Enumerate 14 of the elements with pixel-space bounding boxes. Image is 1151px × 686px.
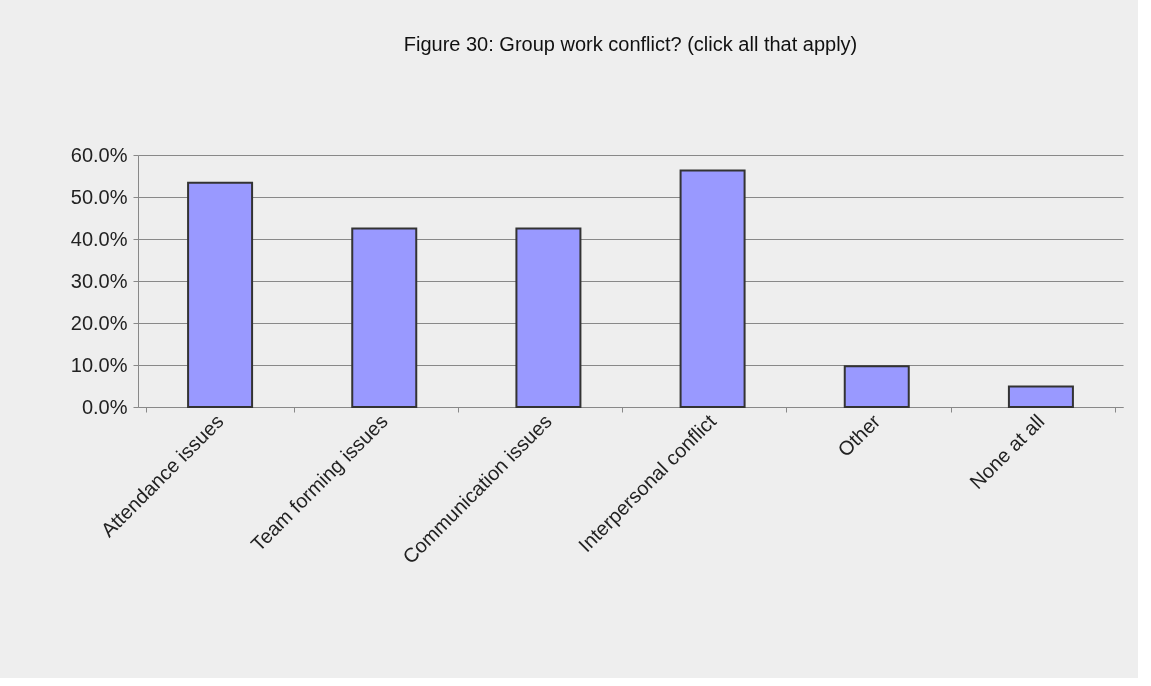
bar xyxy=(679,169,746,408)
chart-title: Figure 30: Group work conflict? (click all that apply) xyxy=(403,33,858,55)
y-tick-label: 30.0% xyxy=(70,269,128,292)
bar xyxy=(187,181,254,408)
bar xyxy=(1007,385,1074,408)
y-tick-label: 0.0% xyxy=(81,395,128,418)
y-tick-label: 50.0% xyxy=(70,185,128,208)
y-tick-label: 40.0% xyxy=(70,227,128,250)
y-tick-label: 10.0% xyxy=(70,353,128,376)
bar xyxy=(351,227,418,408)
y-tick-label: 60.0% xyxy=(70,143,128,166)
y-tick-label: 20.0% xyxy=(70,311,128,334)
bar xyxy=(515,227,582,408)
bar xyxy=(843,365,910,408)
